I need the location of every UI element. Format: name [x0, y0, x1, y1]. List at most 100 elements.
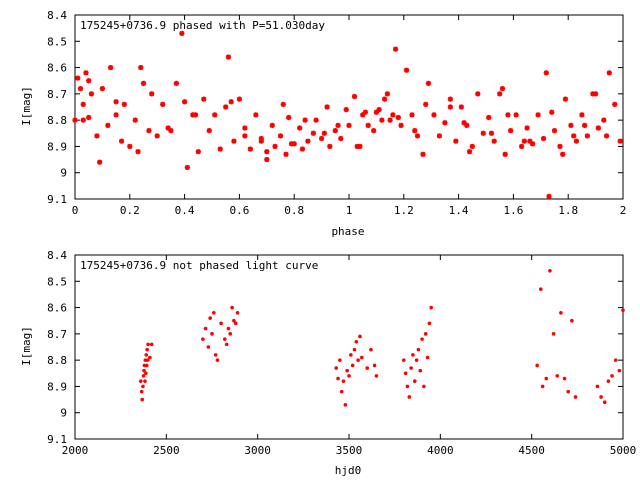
phased-x-tick-label: 1.4 — [449, 204, 469, 217]
data-point — [403, 67, 410, 73]
data-point — [224, 342, 229, 347]
data-point — [144, 371, 148, 376]
data-point — [232, 318, 236, 323]
phased-x-tick-label: 0.2 — [120, 204, 140, 217]
data-point — [141, 384, 145, 389]
data-point — [319, 135, 325, 142]
data-point — [601, 117, 607, 123]
data-point — [139, 389, 144, 394]
phased-x-tick-label: 0 — [72, 204, 79, 217]
phased-y-tick-label: 8.4 — [47, 9, 67, 22]
data-point — [208, 316, 212, 320]
phased-plot-frame — [74, 14, 624, 200]
data-point — [146, 342, 150, 347]
data-point — [113, 99, 119, 105]
data-point — [461, 120, 467, 126]
data-point — [179, 30, 185, 36]
data-point — [346, 122, 352, 128]
data-point — [521, 138, 527, 144]
data-point — [192, 112, 199, 118]
data-point — [165, 125, 171, 131]
data-point — [302, 117, 308, 123]
data-point — [549, 109, 555, 115]
data-point — [579, 112, 585, 118]
data-point — [141, 374, 146, 378]
data-point — [402, 358, 406, 362]
data-point — [621, 308, 625, 313]
data-point — [350, 363, 355, 368]
raw-y-tick-label: 8.8 — [47, 354, 67, 367]
raw-y-tick-label: 9.1 — [47, 433, 67, 446]
data-point — [146, 128, 152, 134]
data-point — [228, 332, 233, 336]
data-point — [360, 112, 366, 118]
data-point — [447, 104, 453, 110]
data-point — [149, 91, 155, 97]
data-point — [235, 311, 240, 315]
data-point — [582, 122, 588, 128]
data-point — [341, 379, 346, 383]
raw-x-tick-label: 3500 — [336, 444, 363, 457]
data-point — [374, 374, 379, 378]
data-point — [595, 384, 600, 389]
data-point — [338, 135, 344, 142]
phased-y-tick-label: 8.9 — [47, 140, 67, 153]
data-point — [365, 366, 370, 370]
data-point — [573, 395, 578, 399]
data-point — [222, 337, 227, 341]
data-point — [431, 112, 437, 118]
data-point — [327, 143, 333, 150]
raw-panel: 175245+0736.9 not phased light curve hjd… — [20, 249, 636, 477]
data-point — [392, 46, 399, 52]
data-point — [502, 151, 508, 157]
data-point — [369, 347, 373, 352]
data-point — [573, 138, 580, 144]
data-point — [551, 128, 558, 134]
data-point — [376, 107, 382, 113]
phased-x-tick-label: 1 — [346, 204, 353, 217]
data-point — [190, 112, 196, 118]
data-point — [405, 384, 410, 389]
data-point — [414, 133, 421, 139]
data-point — [88, 91, 95, 97]
phased-y-tick-label: 9 — [60, 167, 67, 180]
data-point — [469, 143, 475, 150]
raw-plot-frame — [74, 254, 624, 440]
data-point — [371, 128, 377, 134]
data-point — [144, 353, 149, 357]
raw-y-tick-label: 8.9 — [47, 380, 67, 393]
data-point — [373, 109, 379, 115]
data-point — [225, 54, 232, 60]
phased-x-tick-label: 1.8 — [558, 204, 578, 217]
data-point — [395, 114, 401, 121]
data-point — [352, 347, 357, 352]
phased-x-tick-label: 0.8 — [284, 204, 304, 217]
data-point — [215, 358, 220, 362]
data-point — [148, 355, 152, 360]
data-point — [349, 353, 353, 357]
data-point — [540, 135, 547, 142]
data-point — [264, 149, 270, 155]
raw-x-axis-label: hjd0 — [335, 464, 362, 477]
data-point — [121, 101, 127, 107]
data-point — [513, 112, 519, 118]
raw-x-tick-label: 5000 — [610, 444, 637, 457]
data-point — [436, 133, 443, 139]
data-point — [593, 91, 599, 97]
data-point — [140, 80, 147, 86]
data-point — [313, 117, 319, 123]
data-point — [173, 80, 179, 86]
data-point — [447, 96, 453, 102]
data-point — [398, 122, 404, 128]
data-point — [425, 355, 430, 360]
data-point — [242, 125, 248, 131]
data-point — [201, 96, 207, 102]
data-point — [138, 64, 144, 71]
data-point — [144, 363, 149, 368]
raw-data-points — [138, 268, 625, 407]
data-point — [343, 107, 349, 113]
data-point — [291, 141, 297, 147]
data-point — [338, 358, 342, 362]
data-point — [568, 122, 574, 128]
phased-y-axis-label: I[mag] — [20, 86, 33, 126]
